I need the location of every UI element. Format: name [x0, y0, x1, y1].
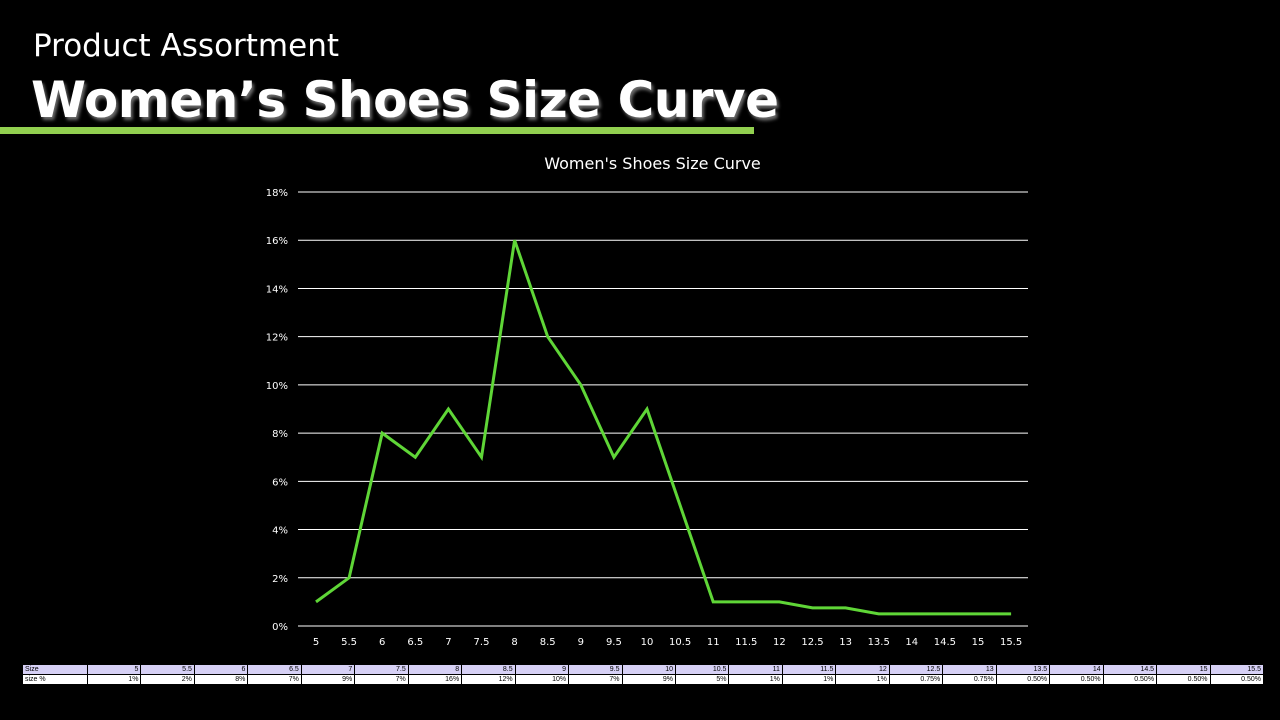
size-cell: 13.5 [995, 664, 1051, 675]
size-percent-row-header: size % [22, 674, 88, 685]
size-percent-cell: 1% [835, 674, 890, 685]
x-tick-label: 15.5 [1000, 637, 1022, 648]
y-tick-label: 10% [266, 381, 288, 392]
size-percent-cell: 10% [514, 674, 570, 685]
size-percent-cell: 0.75% [942, 674, 997, 685]
size-row: Size 5 5.5 6 6.5 7 7.5 8 8.5 9 9.5 10 10.5 11 11.5 12 1… [22, 664, 1265, 675]
size-percent-cell: 8% [193, 674, 249, 685]
size-percent-cell: 0.75% [888, 674, 944, 685]
y-tick-label: 2% [272, 574, 288, 585]
x-tick-label: 14 [905, 637, 918, 648]
x-tick-label: 13 [839, 637, 852, 648]
y-tick-label: 0% [272, 622, 288, 633]
size-percent-cell: 12% [461, 674, 516, 685]
size-cell: 11 [728, 664, 783, 675]
x-tick-label: 10.5 [669, 637, 691, 648]
accent-bar [0, 127, 754, 134]
size-cell: 15.5 [1209, 664, 1265, 675]
x-tick-label: 15 [972, 637, 985, 648]
y-tick-label: 18% [266, 188, 288, 199]
size-percent-cell: 1% [781, 674, 837, 685]
size-cell: 7 [300, 664, 356, 675]
y-tick-label: 12% [266, 333, 288, 344]
size-cell: 13 [942, 664, 997, 675]
x-tick-label: 9.5 [606, 637, 622, 648]
y-tick-label: 6% [272, 477, 288, 488]
x-tick-label: 5 [313, 637, 319, 648]
size-cell: 8.5 [461, 664, 516, 675]
size-cell: 12.5 [888, 664, 944, 675]
size-cell: 15 [1156, 664, 1211, 675]
size-percent-cell: 0.50% [1102, 674, 1158, 685]
x-tick-label: 13.5 [868, 637, 890, 648]
size-cell: 10 [621, 664, 676, 675]
size-percent-cell: 0.50% [1209, 674, 1265, 685]
size-percent-cell: 7% [568, 674, 623, 685]
x-tick-label: 14.5 [934, 637, 956, 648]
x-tick-label: 7.5 [474, 637, 490, 648]
size-percent-cell: 9% [621, 674, 676, 685]
size-percent-cell: 0.50% [1049, 674, 1104, 685]
y-tick-label: 14% [266, 284, 288, 295]
size-percent-cell: 5% [674, 674, 730, 685]
x-tick-label: 12 [773, 637, 786, 648]
y-tick-label: 4% [272, 526, 288, 537]
size-percent-cell: 7% [354, 674, 409, 685]
size-cell: 12 [835, 664, 890, 675]
y-tick-label: 16% [266, 236, 288, 247]
size-percent-cell: 7% [247, 674, 302, 685]
line-chart: 0% 2% 4% 6% 8% 10% 12% 14% 16% 18% 5 5.5 6 6.5 7 7.5 8 8.… [266, 188, 1028, 648]
x-tick-label: 12.5 [801, 637, 823, 648]
size-percent-cell: 0.50% [995, 674, 1051, 685]
x-tick-label: 11.5 [735, 637, 757, 648]
size-row-header: Size [22, 664, 88, 675]
x-tick-label: 11 [707, 637, 720, 648]
slide-subtitle: Product Assortment [33, 28, 340, 64]
x-tick-label: 9 [578, 637, 584, 648]
slide-title: Women’s Shoes Size Curve [31, 71, 779, 129]
size-cell: 5.5 [140, 664, 195, 675]
data-table: Size 5 5.5 6 6.5 7 7.5 8 8.5 9 9.5 10 10.5 11 11.5 12 1… [22, 664, 1265, 685]
size-cell: 14 [1049, 664, 1104, 675]
size-cell: 14.5 [1102, 664, 1158, 675]
x-tick-label: 8 [511, 637, 517, 648]
size-cell: 6 [193, 664, 249, 675]
size-cell: 10.5 [674, 664, 730, 675]
size-percent-cell: 0.50% [1156, 674, 1211, 685]
y-tick-label: 8% [272, 429, 288, 440]
size-cell: 9.5 [568, 664, 623, 675]
x-tick-label: 5.5 [341, 637, 357, 648]
size-cell: 5 [86, 664, 142, 675]
x-tick-label: 6 [379, 637, 385, 648]
size-percent-cell: 16% [407, 674, 463, 685]
size-percent-cell: 9% [300, 674, 356, 685]
size-percent-cell: 1% [728, 674, 783, 685]
size-percent-row: size % 1% 2% 8% 7% 9% 7% 16% 12% 10% 7% 9% 5% 1% 1% 1%… [22, 674, 1265, 685]
size-cell: 9 [514, 664, 570, 675]
x-tick-label: 7 [445, 637, 451, 648]
size-percent-cell: 1% [86, 674, 142, 685]
x-tick-label: 8.5 [540, 637, 556, 648]
size-cell: 11.5 [781, 664, 837, 675]
x-tick-label: 6.5 [407, 637, 423, 648]
size-cell: 8 [407, 664, 463, 675]
chart-title: Women's Shoes Size Curve [544, 154, 761, 173]
size-cell: 6.5 [247, 664, 302, 675]
series-line [315, 239, 1012, 616]
size-percent-cell: 2% [140, 674, 195, 685]
size-cell: 7.5 [354, 664, 409, 675]
x-tick-label: 10 [641, 637, 654, 648]
